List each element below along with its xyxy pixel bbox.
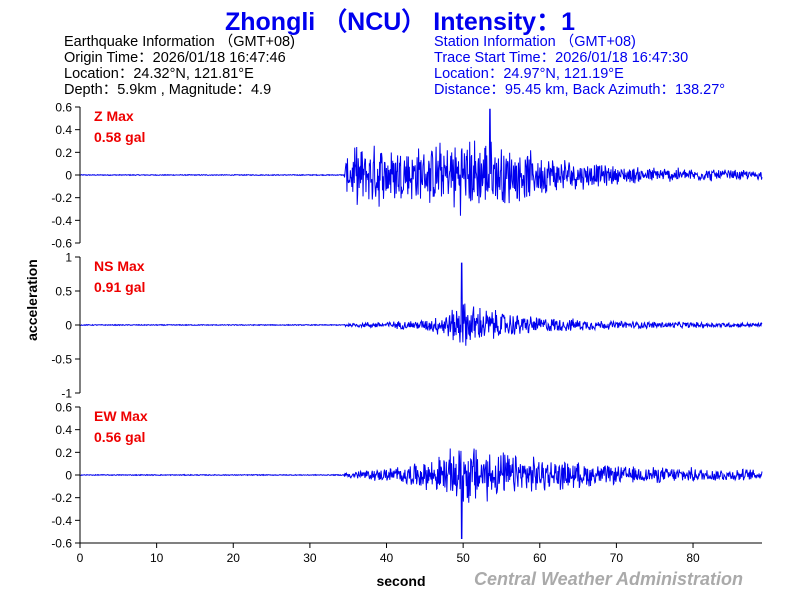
y-tick-label: 0: [65, 469, 72, 483]
earthquake-info: Earthquake Information （GMT+08) Origin T…: [64, 34, 295, 98]
x-tick-label: 60: [533, 551, 547, 565]
trace-start-time: Trace Start Time：2026/01/18 16:47:30: [434, 50, 689, 66]
trace-ns: [79, 262, 763, 346]
y-tick-label: -0.4: [51, 514, 72, 528]
y-tick-label: -0.2: [51, 491, 72, 505]
x-tick-label: 80: [686, 551, 700, 565]
y-tick-label: -0.5: [51, 353, 72, 367]
x-tick-label: 70: [610, 551, 624, 565]
station-info-heading: Station Information （GMT+08): [434, 34, 636, 50]
max-value: 0.91 gal: [94, 279, 145, 295]
y-tick-label: -0.6: [51, 237, 72, 251]
max-value: 0.56 gal: [94, 429, 145, 445]
x-axis-label: second: [376, 573, 425, 589]
max-label: Z Max: [94, 108, 134, 124]
station-location: Location：24.97°N, 121.19°E: [434, 66, 624, 82]
max-label: EW Max: [94, 408, 148, 424]
panel-ns: 1 0.5 0 -0.5 -1 NS Max 0.91 gal: [51, 251, 763, 401]
y-tick-label: -1: [61, 387, 72, 401]
panel-ew: 0.6 0.4 0.2 0 -0.2 -0.4 -0.6 EW Max 0.56 gal: [51, 401, 763, 551]
y-tick-label: 0: [65, 169, 72, 183]
y-tick-label: 0.2: [55, 446, 72, 460]
y-axis-label: acceleration: [24, 259, 40, 341]
y-tick-label: 0.4: [55, 423, 72, 437]
y-tick-label: -0.4: [51, 214, 72, 228]
x-tick-label: 10: [150, 551, 164, 565]
y-tick-label: 0: [65, 319, 72, 333]
max-value: 0.58 gal: [94, 129, 145, 145]
chart-title: Zhongli （NCU） Intensity：1: [224, 8, 575, 36]
y-tick-label: -0.6: [51, 537, 72, 551]
y-tick-label: 0.6: [55, 101, 72, 115]
x-tick-label: 0: [77, 551, 84, 565]
trace-z: [79, 108, 763, 216]
station-info: Station Information （GMT+08) Trace Start…: [434, 34, 725, 98]
distance-azimuth: Distance：95.45 km, Back Azimuth：138.27°: [434, 82, 726, 98]
earthquake-info-heading: Earthquake Information （GMT+08): [64, 34, 295, 50]
trace-ew: [79, 448, 763, 539]
max-label: NS Max: [94, 258, 145, 274]
x-tick-label: 20: [227, 551, 241, 565]
x-tick-label: 50: [456, 551, 470, 565]
x-tick-label: 40: [380, 551, 394, 565]
y-tick-label: 1: [65, 251, 72, 265]
agency-credit: Central Weather Administration: [474, 569, 744, 589]
y-tick-label: 0.2: [55, 146, 72, 160]
panel-z: 0.6 0.4 0.2 0 -0.2 -0.4 -0.6 Z Max 0.58 gal: [51, 101, 763, 251]
y-tick-label: 0.4: [55, 123, 72, 137]
origin-time: Origin Time：2026/01/18 16:47:46: [64, 50, 286, 66]
depth-magnitude: Depth：5.9km , Magnitude：4.9: [64, 82, 272, 98]
epicenter-location: Location：24.32°N, 121.81°E: [64, 66, 254, 82]
x-tick-label: 30: [303, 551, 317, 565]
y-tick-label: -0.2: [51, 191, 72, 205]
y-tick-label: 0.5: [55, 285, 72, 299]
y-tick-label: 0.6: [55, 401, 72, 415]
